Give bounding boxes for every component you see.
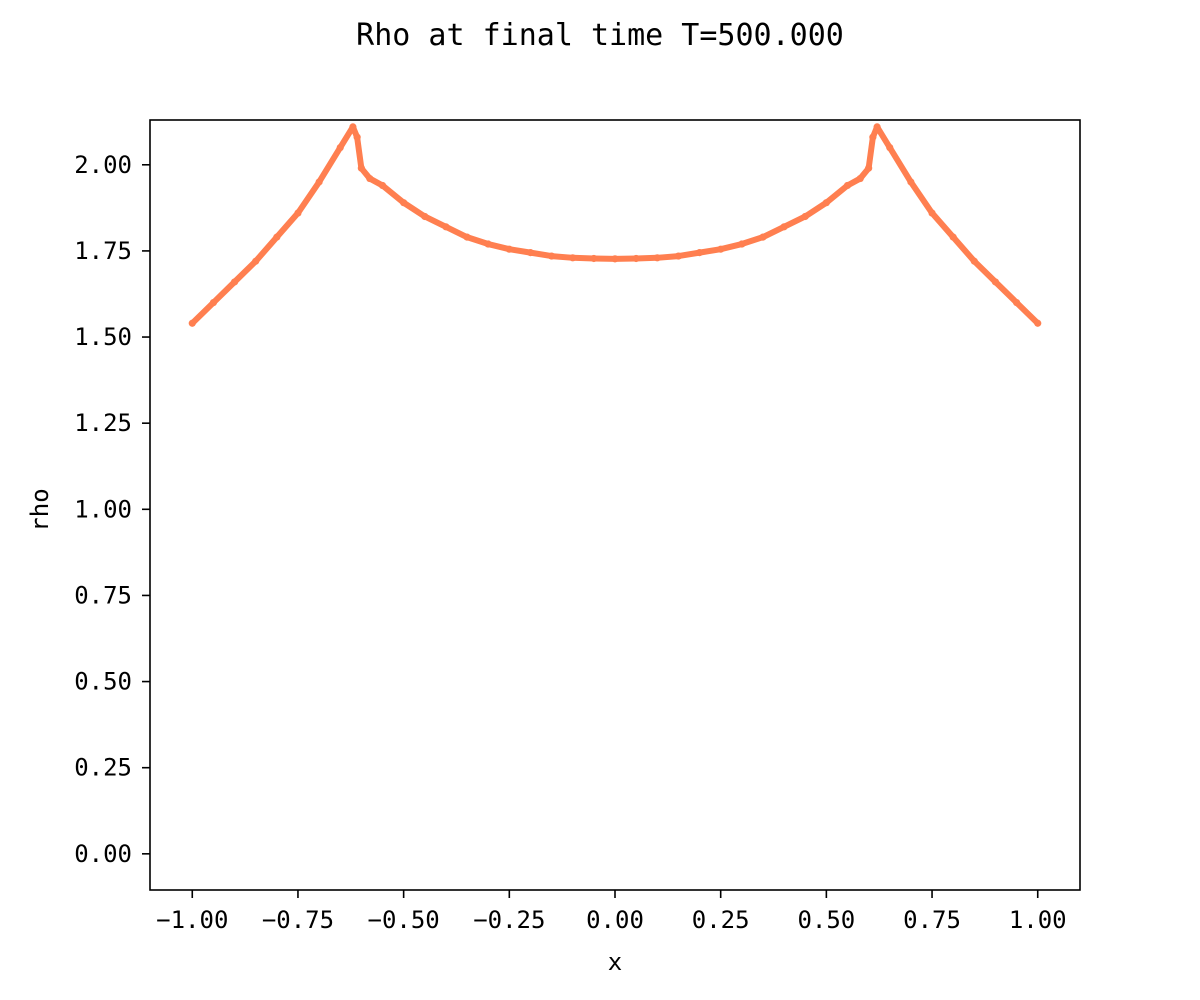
y-tick-label: 0.25 <box>74 754 132 782</box>
plot-area-frame <box>149 119 1081 891</box>
data-point <box>949 233 957 241</box>
data-point <box>463 233 471 241</box>
data-point <box>970 257 978 265</box>
data-point <box>569 254 577 262</box>
data-point <box>865 164 873 172</box>
data-point <box>1034 319 1042 327</box>
data-point <box>294 209 302 217</box>
data-point <box>349 123 357 131</box>
y-tick-label: 0.00 <box>74 840 132 868</box>
y-tick-label: 1.00 <box>74 495 132 523</box>
data-point <box>505 245 513 253</box>
data-point <box>869 133 877 141</box>
data-point <box>421 212 429 221</box>
data-point <box>273 233 281 241</box>
data-point <box>357 164 365 172</box>
y-axis-label: rho <box>26 488 54 531</box>
x-tick-label: 1.00 <box>1009 906 1067 934</box>
data-point <box>822 199 830 207</box>
data-point <box>230 278 239 286</box>
y-tick-label: 1.50 <box>74 323 132 351</box>
data-point <box>378 181 387 190</box>
data-point <box>695 249 704 257</box>
data-point <box>653 254 661 262</box>
data-point <box>928 209 936 217</box>
data-point <box>907 178 915 186</box>
y-tick-label: 0.50 <box>74 668 132 696</box>
y-tick-label: 2.00 <box>74 151 132 179</box>
series-group <box>188 123 1042 327</box>
data-point <box>353 133 361 141</box>
data-point <box>400 199 408 207</box>
data-point <box>873 123 881 131</box>
y-tick-label: 1.25 <box>74 409 132 437</box>
data-point <box>442 223 450 231</box>
series-line <box>189 123 1041 327</box>
data-point <box>252 257 260 265</box>
x-axis-ticks: −1.00 −0.75 −0.50 −0.25 0.00 0.25 0.50 0.75 1.00 <box>156 890 1067 934</box>
x-tick-label: 0.25 <box>692 906 750 934</box>
x-tick-label: −1.00 <box>156 906 228 934</box>
data-point <box>547 252 556 260</box>
x-tick-label: 0.50 <box>797 906 855 934</box>
data-point <box>209 298 218 307</box>
x-axis-label: x <box>608 948 622 976</box>
data-point <box>1012 298 1021 307</box>
x-tick-label: 0.00 <box>586 906 644 934</box>
data-point <box>632 254 640 263</box>
data-point <box>188 319 196 327</box>
data-point <box>366 174 374 183</box>
y-axis-ticks: 0.00 0.25 0.50 0.75 1.00 1.25 1.50 1.75 2.00 <box>74 151 150 868</box>
y-tick-label: 1.75 <box>74 237 132 265</box>
data-point <box>759 233 767 241</box>
x-tick-label: 0.75 <box>903 906 961 934</box>
data-point <box>801 212 809 221</box>
chart-title: Rho at final time T=500.000 <box>356 18 844 53</box>
data-point <box>843 181 852 190</box>
y-tick-label: 0.75 <box>74 581 132 609</box>
x-tick-label: −0.50 <box>368 906 440 934</box>
data-point <box>780 223 788 231</box>
data-point <box>991 278 1000 286</box>
data-point <box>590 254 598 263</box>
data-point <box>738 240 746 248</box>
x-tick-label: −0.25 <box>473 906 545 934</box>
data-point <box>526 249 535 257</box>
x-tick-label: −0.75 <box>262 906 334 934</box>
series-layer <box>188 123 1042 327</box>
data-point <box>484 240 492 248</box>
data-point <box>717 245 725 253</box>
data-point <box>674 252 683 260</box>
data-point <box>315 178 323 186</box>
data-point <box>336 143 344 152</box>
data-point <box>611 255 619 263</box>
data-point <box>856 174 864 183</box>
data-point <box>886 143 894 152</box>
